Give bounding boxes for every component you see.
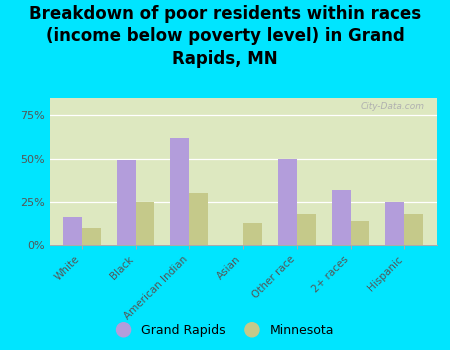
- Bar: [278, 159, 297, 245]
- Bar: [82, 228, 100, 245]
- Bar: [135, 202, 154, 245]
- Bar: [63, 217, 82, 245]
- Bar: [386, 202, 404, 245]
- Bar: [404, 214, 423, 245]
- Bar: [351, 221, 369, 245]
- Bar: [243, 223, 262, 245]
- Text: Breakdown of poor residents within races
(income below poverty level) in Grand
R: Breakdown of poor residents within races…: [29, 5, 421, 68]
- Bar: [117, 160, 135, 245]
- Text: City-Data.com: City-Data.com: [361, 103, 425, 111]
- Bar: [332, 190, 351, 245]
- Legend: Grand Rapids, Minnesota: Grand Rapids, Minnesota: [111, 318, 339, 342]
- Bar: [189, 193, 208, 245]
- Bar: [297, 214, 315, 245]
- Bar: [171, 138, 189, 245]
